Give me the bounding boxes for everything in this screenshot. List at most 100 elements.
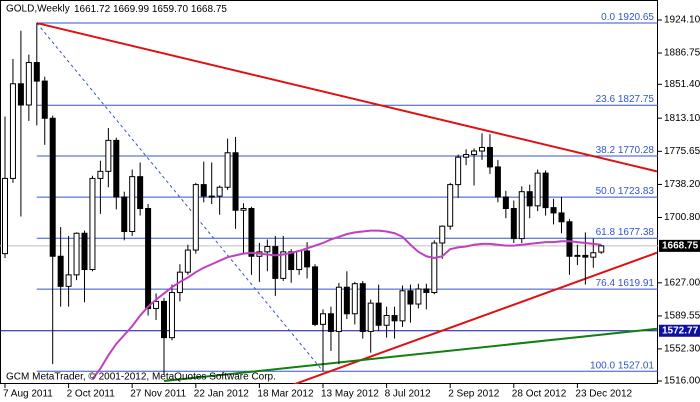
x-tick-label: 2 Oct 2011 [67, 389, 116, 400]
candle-body [463, 154, 470, 158]
y-tick-label: 1851.40 [664, 79, 700, 90]
candle-body [566, 221, 573, 257]
candle-body [57, 255, 64, 287]
header-open: 1661.72 [74, 4, 111, 15]
current-price-label: 1668.75 [662, 241, 699, 252]
candle-body [312, 266, 319, 325]
y-tick-label: 1813.10 [664, 113, 700, 124]
candle-body [17, 83, 24, 106]
candle-body [200, 184, 207, 197]
x-tick-label: 27 Nov 2011 [130, 389, 186, 400]
candle-body [129, 176, 136, 232]
candle-body [351, 283, 358, 315]
candle-body [288, 251, 295, 271]
candle-body [479, 146, 485, 152]
y-tick-label: 1589.55 [664, 311, 700, 322]
x-tick-label: 2 Sep 2012 [448, 389, 500, 400]
candle-body [518, 191, 525, 240]
y-tick-label: 1775.65 [664, 146, 700, 157]
x-tick-label: 23 Dec 2012 [575, 389, 632, 400]
candle-body [534, 172, 541, 207]
candle-body [89, 177, 96, 271]
y-tick-label: 1552.30 [664, 344, 700, 355]
header-low: 1659.70 [152, 4, 189, 15]
candle-body [327, 313, 334, 332]
candle-body [113, 139, 120, 198]
fib-level-ratio: 0.0 [601, 12, 615, 23]
header-ohlc: 1661.72 1669.99 1659.70 1668.75 [74, 4, 227, 15]
fib-level-price: 1527.01 [618, 360, 655, 371]
trend-line [36, 22, 658, 173]
plot-area [0, 22, 658, 384]
fib-level-ratio: 76.4 [596, 278, 616, 289]
candle-body [383, 315, 390, 326]
x-tick-label: 18 Mar 2012 [257, 389, 314, 400]
candle-body [121, 196, 128, 232]
candle-body [184, 249, 191, 273]
trend-line [292, 251, 658, 384]
fib-level-label: 76.4 1619.91 [596, 278, 655, 289]
candle-body [399, 290, 406, 322]
candle-body [97, 170, 104, 179]
trend-line [163, 327, 658, 382]
candle-body [280, 251, 287, 279]
x-tick-label: 28 Oct 2012 [512, 389, 567, 400]
candle-body [296, 250, 303, 271]
candle-body [208, 195, 215, 198]
fib-level-label: 23.6 1827.75 [596, 94, 655, 105]
candle-body [232, 152, 239, 211]
candle-body [153, 300, 160, 309]
y-tick-label: 1516.00 [664, 376, 700, 387]
candle-body [431, 242, 438, 294]
hline-price-box [659, 324, 700, 337]
candle-body [224, 152, 231, 188]
fib-level-label: 38.2 1770.28 [596, 145, 655, 156]
candle-body [550, 207, 557, 214]
candle-body [343, 286, 350, 315]
candle-body [304, 250, 311, 268]
x-tick-label: 22 Jan 2012 [194, 389, 249, 400]
candle-body [407, 290, 414, 305]
chart-title: GOLD,Weekly [6, 4, 70, 15]
header-close: 1668.75 [191, 4, 228, 15]
moving-average [91, 229, 602, 380]
candle-body [391, 315, 398, 322]
candle-body [2, 177, 8, 255]
candle-body [9, 83, 16, 179]
fib-level-price: 1677.38 [618, 227, 655, 238]
candle-body [590, 252, 597, 258]
candle-body [25, 62, 32, 106]
candle-body [455, 156, 462, 186]
fib-level-price: 1770.28 [618, 145, 655, 156]
candle-body [558, 212, 565, 223]
header-high: 1669.99 [113, 4, 150, 15]
candle-body [582, 254, 589, 258]
candle-body [542, 172, 549, 209]
fib-level-price: 1619.91 [618, 278, 655, 289]
x-tick-label: 13 May 2012 [321, 389, 379, 400]
candle-body [145, 207, 152, 309]
candle-body [526, 191, 533, 207]
candle-body [41, 80, 48, 119]
candle-body [415, 288, 422, 305]
x-tick-label: 7 Aug 2011 [3, 389, 53, 400]
candle-body [248, 207, 255, 257]
fib-level-price: 1827.75 [618, 94, 655, 105]
axes: 1924.10 1886.75 1851.40 1813.10 1775.65 1738.… [3, 15, 700, 400]
y-tick-label: 1627.00 [664, 277, 700, 288]
fib-level-ratio: 50.0 [596, 186, 616, 197]
fib-level-label: 100.0 1527.01 [590, 360, 654, 371]
candle-body [423, 288, 430, 294]
fib-level-ratio: 23.6 [596, 94, 616, 105]
y-tick-label: 1924.10 [664, 15, 700, 26]
candle-body [264, 246, 271, 253]
candle-body [510, 207, 517, 240]
x-tick-label: 8 Jul 2012 [385, 389, 432, 400]
y-tick-label: 1700.80 [664, 212, 700, 223]
candle-body [192, 184, 199, 251]
fib-level-ratio: 61.8 [596, 227, 616, 238]
hline-price-label: 1572.77 [662, 325, 699, 336]
candle-body [320, 313, 326, 325]
candle-body [502, 196, 509, 209]
